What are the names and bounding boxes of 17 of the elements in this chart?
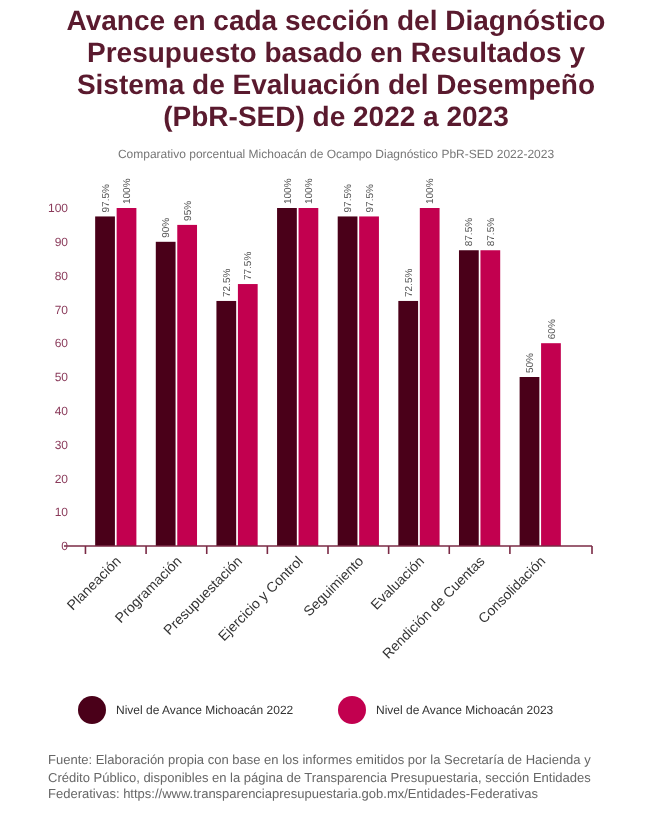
- bar: [398, 300, 419, 546]
- chart-title: Avance en cada sección del Diagnóstico Presupuesto basado en Resultados y Sistema de Evaluación del Desempeño (PbR-SED) de 2022 a 2023: [64, 2, 608, 132]
- bar: [216, 300, 237, 546]
- bar: [458, 250, 479, 546]
- bar: [277, 208, 297, 546]
- bar: [116, 208, 137, 546]
- bar: [419, 208, 440, 546]
- bar: [541, 343, 561, 546]
- bar: [337, 216, 358, 546]
- bar: [237, 284, 258, 546]
- bar: [95, 216, 115, 546]
- bar: [480, 250, 501, 546]
- bar: [519, 377, 540, 546]
- bar: [155, 241, 176, 546]
- bar: [177, 224, 198, 546]
- bar: [298, 208, 319, 546]
- bar: [359, 216, 379, 546]
